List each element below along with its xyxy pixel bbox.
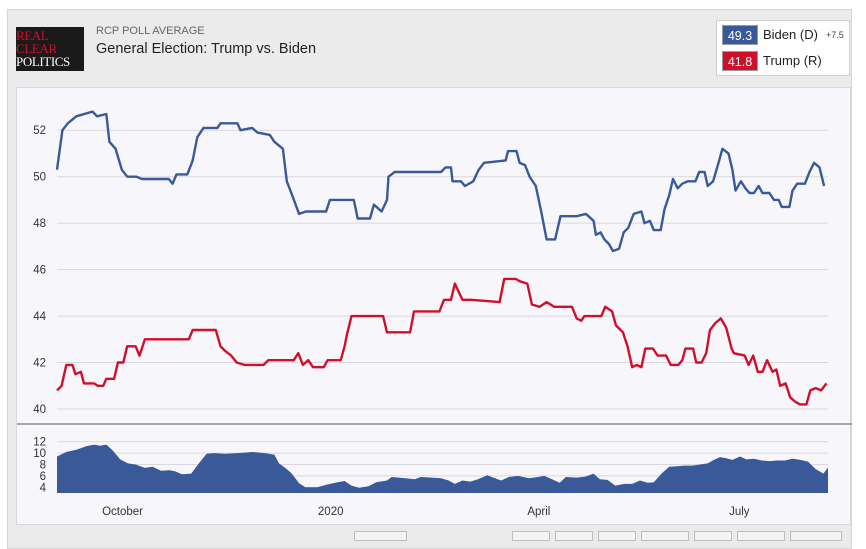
x-tick-label: 2020 xyxy=(318,506,344,518)
spread-y-tick-label: 4 xyxy=(40,482,47,494)
rcp-logo[interactable]: Real Clear Politics xyxy=(16,27,84,71)
legend-spread: +7.5 xyxy=(826,30,844,40)
range-button[interactable] xyxy=(641,531,689,541)
spread-area xyxy=(57,444,828,493)
spread-y-tick-label: 12 xyxy=(33,437,46,449)
spread-y-tick-label: 6 xyxy=(40,471,46,483)
logo-line-real: Real xyxy=(16,28,49,43)
legend-label-trump: Trump (R) xyxy=(763,53,822,68)
logo-line-politics: Politics xyxy=(16,54,70,69)
chart-title: General Election: Trump vs. Biden xyxy=(96,41,317,57)
x-tick-label: April xyxy=(527,506,550,518)
plot-area: 40 42 44 46 48 50 52 4 6 8 10 12 October 2020 April Jul… xyxy=(16,87,852,526)
range-button[interactable] xyxy=(354,531,407,541)
spread-y-tick-label: 8 xyxy=(40,460,46,472)
legend-label-biden: Biden (D) xyxy=(763,27,818,42)
range-button[interactable] xyxy=(694,531,732,541)
y-tick-label: 44 xyxy=(33,311,46,323)
x-tick-label: July xyxy=(729,506,750,518)
y-tick-label: 46 xyxy=(33,265,46,277)
y-tick-label: 40 xyxy=(33,404,46,416)
chart-eyebrow: RCP POLL AVERAGE xyxy=(96,25,205,37)
legend: 49.3 Biden (D) +7.5 41.8 Trump (R) xyxy=(716,20,850,76)
range-button[interactable] xyxy=(512,531,550,541)
x-tick-label: October xyxy=(102,506,143,518)
range-button[interactable] xyxy=(598,531,636,541)
y-tick-label: 50 xyxy=(33,172,46,184)
range-button[interactable] xyxy=(555,531,593,541)
trump-line xyxy=(56,277,828,406)
y-tick-label: 42 xyxy=(33,358,46,370)
spread-y-tick-label: 10 xyxy=(33,448,46,460)
range-button[interactable] xyxy=(737,531,785,541)
range-button[interactable] xyxy=(790,531,842,541)
legend-value-biden: 49.3 xyxy=(722,25,758,45)
y-tick-label: 52 xyxy=(33,125,46,137)
logo-line-clear: Clear xyxy=(16,41,57,56)
y-tick-label: 48 xyxy=(33,218,46,230)
legend-value-trump: 41.8 xyxy=(722,51,758,71)
biden-line xyxy=(55,110,826,253)
